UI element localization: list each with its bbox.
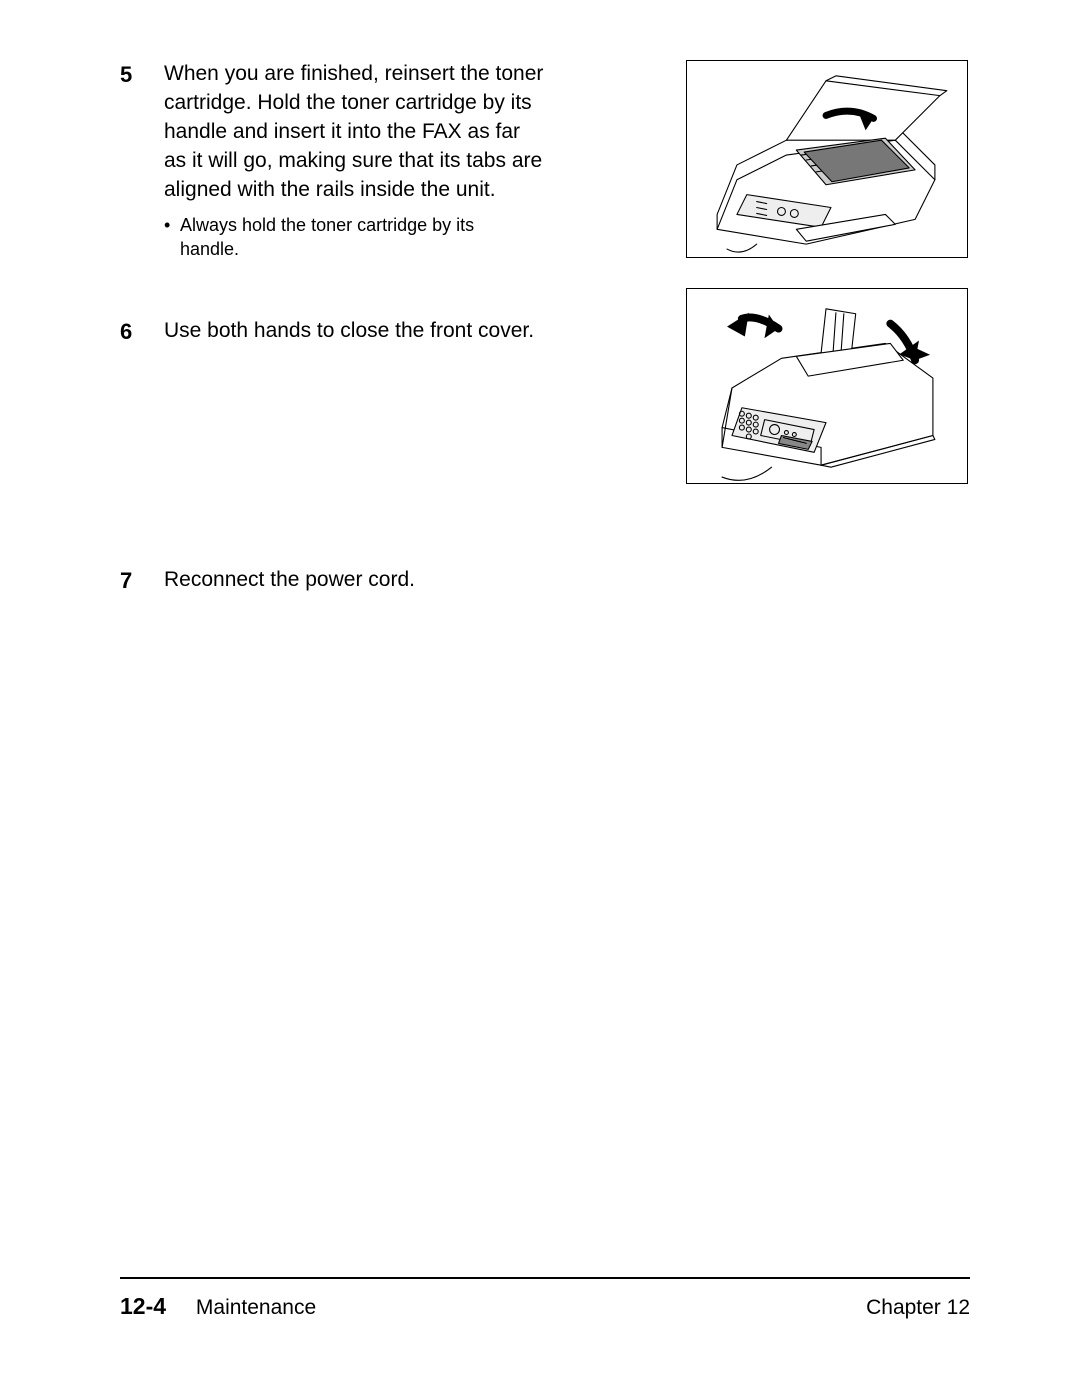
bullet-item: • Always hold the toner cartridge by its… — [164, 213, 534, 262]
step-text: Reconnect the power cord. — [164, 566, 544, 595]
printer-open-illustration — [687, 61, 967, 257]
step-body: Reconnect the power cord. — [164, 566, 970, 595]
step-number: 5 — [120, 60, 164, 88]
footer-rule — [120, 1277, 970, 1279]
chapter-label: Chapter 12 — [866, 1296, 970, 1320]
page-footer: 12-4 Maintenance Chapter 12 — [120, 1277, 970, 1320]
section-title: Maintenance — [196, 1296, 316, 1319]
step-text: When you are finished, reinsert the tone… — [164, 60, 544, 205]
page-number: 12-4 — [120, 1293, 166, 1319]
figure-insert-cartridge — [686, 60, 968, 258]
step-number: 6 — [120, 317, 164, 345]
printer-close-illustration — [687, 289, 967, 483]
footer-left: 12-4 Maintenance — [120, 1293, 316, 1320]
figure-close-cover — [686, 288, 968, 484]
step-number: 7 — [120, 566, 164, 594]
footer-row: 12-4 Maintenance Chapter 12 — [120, 1293, 970, 1320]
bullet-text: Always hold the toner cartridge by its h… — [180, 213, 534, 262]
step-7: 7 Reconnect the power cord. — [120, 566, 970, 595]
bullet-icon: • — [164, 213, 180, 237]
step-text: Use both hands to close the front cover. — [164, 317, 544, 346]
